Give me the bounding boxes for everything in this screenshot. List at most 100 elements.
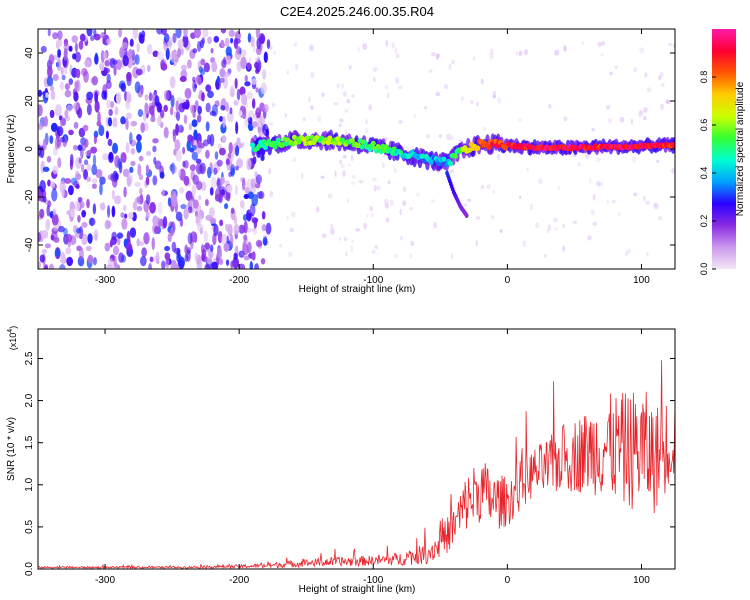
noise-speck: [633, 67, 637, 73]
noise-blob: [111, 205, 116, 218]
noise-blob: [126, 71, 132, 82]
noise-speck: [435, 91, 441, 97]
noise-blob: [120, 152, 127, 164]
spectrogram-xtick-label: 0: [505, 275, 511, 286]
noise-blob: [39, 180, 46, 193]
snr-ytick-label: 2.0: [24, 393, 35, 407]
noise-blob: [194, 100, 199, 109]
noise-speck: [437, 53, 441, 58]
noise-blob: [145, 176, 150, 186]
noise-blob: [127, 48, 134, 59]
noise-speck: [581, 41, 584, 45]
noise-blob: [112, 59, 118, 65]
noise-blob: [53, 224, 59, 231]
noise-blob: [235, 165, 239, 171]
secondary-track: [445, 170, 469, 219]
noise-blob: [144, 94, 149, 101]
noise-blob: [125, 142, 130, 154]
noise-blob: [112, 117, 118, 128]
noise-blob: [238, 110, 243, 117]
noise-speck: [289, 227, 294, 233]
noise-blob: [157, 102, 163, 113]
noise-speck: [242, 141, 245, 147]
noise-blob: [219, 68, 226, 78]
noise-blob: [119, 46, 125, 59]
noise-speck: [382, 162, 385, 169]
noise-blob: [46, 155, 52, 163]
noise-blob: [44, 243, 52, 249]
noise-speck: [398, 120, 403, 124]
noise-speck: [344, 109, 349, 113]
noise-blob: [87, 233, 93, 244]
noise-speck: [286, 70, 289, 75]
noise-speck: [645, 200, 651, 205]
noise-blob: [159, 171, 165, 179]
noise-blob: [244, 81, 251, 87]
noise-blob: [120, 116, 126, 125]
colorbar-tick-label: 0.2: [699, 215, 709, 228]
noise-speck: [466, 198, 472, 203]
noise-speck: [597, 41, 602, 48]
snr-scale-suffix: ): [8, 326, 18, 329]
noise-speck: [562, 245, 566, 252]
noise-blob: [101, 90, 107, 100]
noise-blob: [187, 232, 193, 245]
noise-speck: [397, 85, 403, 90]
noise-speck: [518, 50, 523, 57]
noise-blob: [104, 219, 111, 230]
noise-speck: [358, 179, 364, 184]
noise-blob: [83, 159, 89, 166]
noise-blob: [219, 77, 225, 84]
noise-blob: [86, 91, 94, 101]
snr-scale-exponent: 4: [7, 329, 14, 333]
noise-blob: [91, 178, 98, 184]
noise-speck: [596, 157, 602, 163]
noise-blob: [175, 149, 182, 162]
noise-speck: [547, 103, 552, 109]
noise-blob: [112, 245, 120, 256]
noise-speck: [589, 178, 592, 184]
noise-speck: [286, 214, 289, 221]
noise-blob: [67, 241, 71, 248]
spectrogram-xtick-label: -200: [229, 275, 249, 286]
noise-blob: [235, 145, 240, 157]
noise-speck: [363, 222, 368, 230]
signal-point: [304, 135, 310, 141]
noise-speck: [351, 239, 355, 244]
noise-blob: [147, 64, 151, 73]
noise-blob: [79, 33, 86, 42]
noise-speck: [345, 251, 348, 257]
noise-blob: [73, 102, 80, 111]
noise-blob: [197, 76, 202, 86]
noise-blob: [52, 208, 57, 216]
noise-blob: [145, 211, 150, 220]
noise-blob: [130, 120, 138, 127]
noise-blob: [86, 163, 92, 171]
noise-blob: [204, 264, 211, 269]
snr-xtick-label: 0: [505, 575, 511, 586]
spectrogram-ytick-label: 20: [24, 95, 35, 107]
noise-blob: [223, 242, 230, 252]
noise-blob: [56, 38, 63, 48]
noise-blob: [132, 29, 139, 40]
noise-blob: [229, 234, 234, 247]
noise-blob: [89, 217, 94, 227]
noise-blob: [247, 116, 253, 124]
noise-blob: [59, 264, 66, 269]
noise-speck: [308, 96, 311, 103]
noise-blob: [225, 158, 230, 166]
noise-blob: [196, 180, 203, 191]
noise-blob: [192, 79, 197, 93]
noise-blob: [233, 100, 239, 106]
noise-blob: [170, 226, 174, 237]
noise-blob: [120, 82, 127, 92]
noise-blob: [192, 48, 198, 54]
noise-blob: [81, 201, 85, 209]
noise-speck: [371, 249, 376, 254]
noise-blob: [132, 201, 138, 211]
noise-blob: [99, 63, 105, 72]
noise-speck: [643, 116, 647, 121]
noise-speck: [606, 199, 609, 205]
noise-speck: [591, 127, 595, 132]
noise-blob: [236, 61, 242, 72]
